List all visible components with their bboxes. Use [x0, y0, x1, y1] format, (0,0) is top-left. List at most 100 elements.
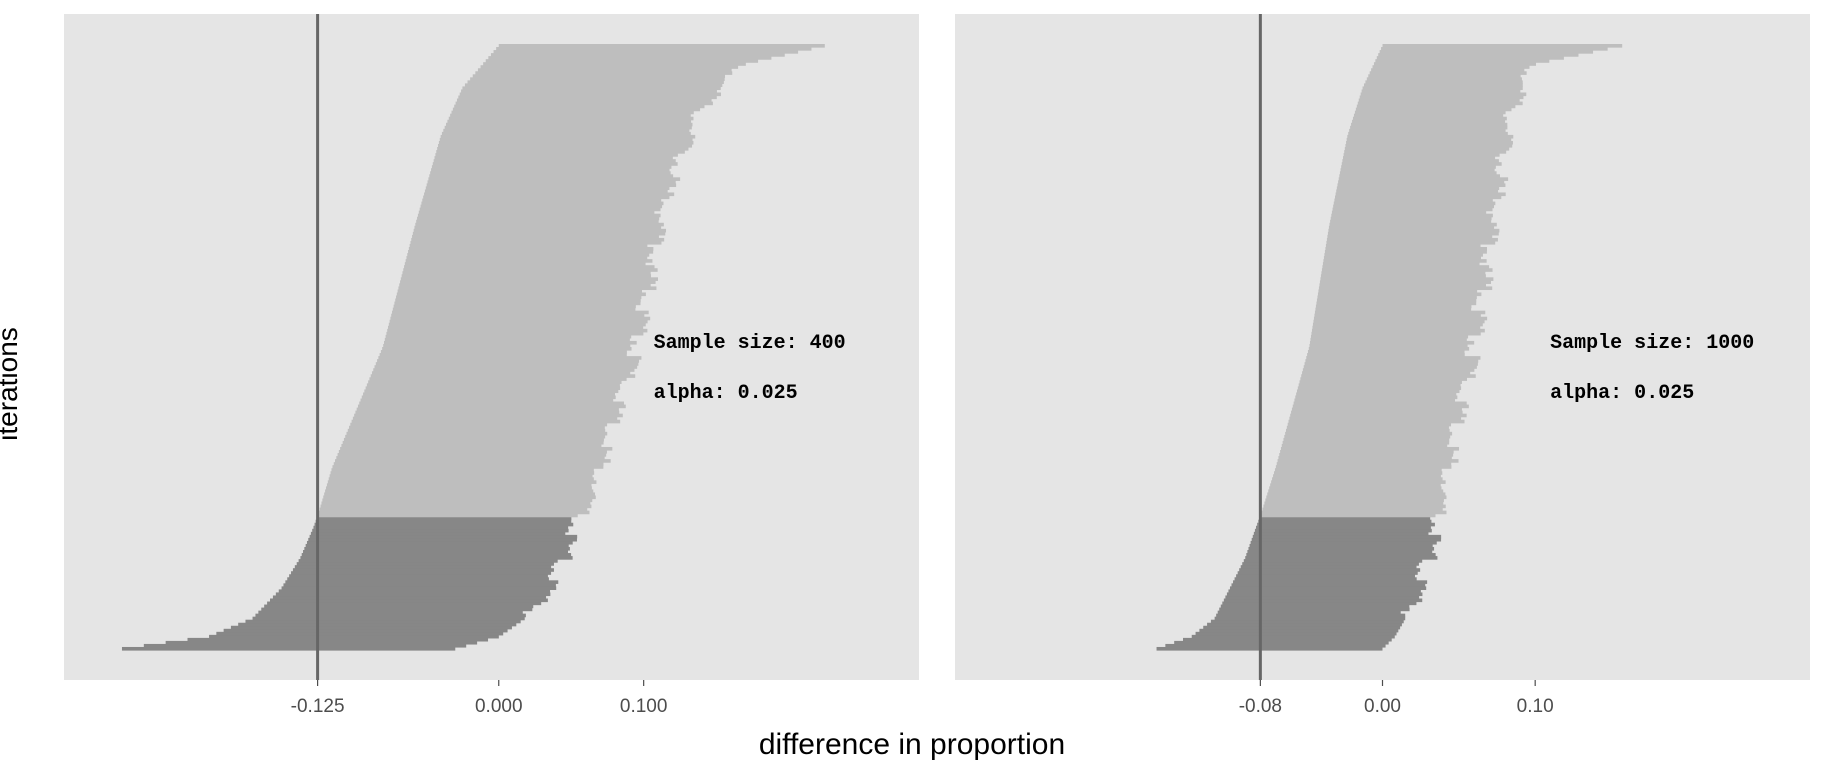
- interval-bar: [1183, 637, 1392, 642]
- interval-bar: [1299, 380, 1462, 384]
- interval-bar: [1270, 483, 1441, 487]
- interval-bar: [1288, 419, 1465, 424]
- interval-bar: [121, 646, 456, 651]
- interval-bar: [238, 622, 517, 627]
- interval-bar: [1195, 631, 1397, 636]
- interval-bar: [1317, 295, 1477, 300]
- interval-bar: [1309, 340, 1475, 345]
- interval-bar: [303, 550, 569, 554]
- interval-bar: [1362, 86, 1523, 91]
- interval-bar: [382, 347, 632, 351]
- interval-bar: [380, 350, 627, 354]
- alpha-annotation: alpha: 0.025: [1550, 382, 1694, 405]
- interval-bar: [1250, 540, 1437, 545]
- interval-bar: [283, 583, 556, 587]
- interval-bar: [419, 207, 661, 212]
- interval-bar: [1343, 153, 1500, 157]
- interval-bar: [1219, 607, 1410, 612]
- interval-bar: [490, 53, 785, 57]
- interval-bar: [1369, 71, 1527, 75]
- interval-bar: [1256, 525, 1431, 530]
- interval-bar: [1375, 59, 1550, 63]
- interval-bar: [1223, 598, 1423, 603]
- interval-bar: [374, 365, 638, 369]
- interval-bar: [459, 92, 721, 97]
- interval-bar: [1313, 319, 1485, 324]
- interval-bar: [1331, 213, 1493, 218]
- interval-bar: [385, 334, 632, 339]
- interval-bar: [1353, 113, 1504, 118]
- interval-bar: [330, 471, 595, 475]
- interval-bar: [1341, 165, 1496, 169]
- interval-bar: [338, 450, 607, 454]
- interval-bar: [322, 498, 593, 503]
- interval-bar: [388, 325, 644, 330]
- interval-bar: [1265, 498, 1444, 503]
- interval-bar: [1327, 234, 1493, 239]
- interval-bar: [1311, 331, 1481, 336]
- interval-bar: [1358, 98, 1520, 103]
- interval-bar: [379, 353, 627, 357]
- interval-bar: [1156, 646, 1383, 651]
- interval-bar: [1330, 219, 1492, 224]
- interval-bar: [411, 237, 665, 242]
- interval-bar: [335, 459, 611, 463]
- interval-bar: [488, 56, 772, 60]
- interval-bar: [308, 537, 577, 542]
- interval-bar: [1306, 356, 1481, 360]
- interval-bar: [1210, 619, 1404, 624]
- interval-bar: [336, 456, 605, 460]
- interval-bar: [1323, 256, 1481, 260]
- interval-bar: [1330, 216, 1492, 221]
- interval-bar: [1355, 107, 1512, 112]
- interval-bar: [319, 507, 588, 512]
- interval-bar: [1346, 137, 1512, 142]
- interval-bar: [418, 210, 655, 215]
- interval-bar: [1301, 374, 1476, 378]
- interval-bar: [1335, 195, 1502, 200]
- interval-bar: [1280, 446, 1460, 451]
- interval-bar: [400, 277, 658, 281]
- interval-bar: [413, 228, 667, 233]
- interval-bar: [1262, 507, 1443, 512]
- interval-bar: [264, 604, 534, 609]
- interval-bar: [1342, 159, 1499, 163]
- interval-bar: [1318, 289, 1478, 294]
- x-tick-label: -0.125: [291, 696, 345, 717]
- interval-bar: [435, 153, 678, 157]
- x-axis-label: difference in proportion: [758, 728, 1066, 761]
- interval-bar: [1289, 416, 1462, 421]
- interval-bar: [309, 534, 578, 539]
- interval-bar: [1274, 468, 1442, 472]
- interval-bar: [165, 640, 478, 645]
- interval-bar: [1344, 147, 1510, 151]
- interval-bar: [300, 556, 573, 560]
- interval-bar: [1338, 180, 1505, 184]
- interval-bar: [360, 398, 614, 403]
- interval-bar: [1249, 543, 1433, 548]
- interval-bar: [1327, 231, 1499, 236]
- interval-bar: [387, 328, 648, 333]
- sample-size-annotation: Sample size: 400: [654, 332, 846, 355]
- interval-bar: [1323, 259, 1487, 263]
- interval-bar: [1231, 583, 1426, 587]
- interval-bar: [351, 419, 621, 424]
- interval-bar: [429, 174, 674, 178]
- interval-bar: [1307, 353, 1465, 357]
- interval-bar: [1352, 119, 1506, 124]
- interval-bar: [477, 68, 732, 72]
- interval-bar: [1363, 83, 1523, 88]
- interval-bar: [1320, 277, 1494, 281]
- interval-bar: [395, 298, 641, 303]
- interval-bar: [1382, 44, 1623, 48]
- interval-bar: [1338, 177, 1509, 181]
- interval-bar: [1275, 465, 1452, 469]
- interval-bar: [458, 95, 717, 100]
- interval-bar: [1258, 519, 1432, 524]
- interval-bar: [1339, 174, 1500, 178]
- interval-bar: [287, 577, 549, 581]
- interval-bar: [230, 625, 512, 630]
- interval-bar: [370, 374, 636, 378]
- interval-bar: [1378, 53, 1579, 57]
